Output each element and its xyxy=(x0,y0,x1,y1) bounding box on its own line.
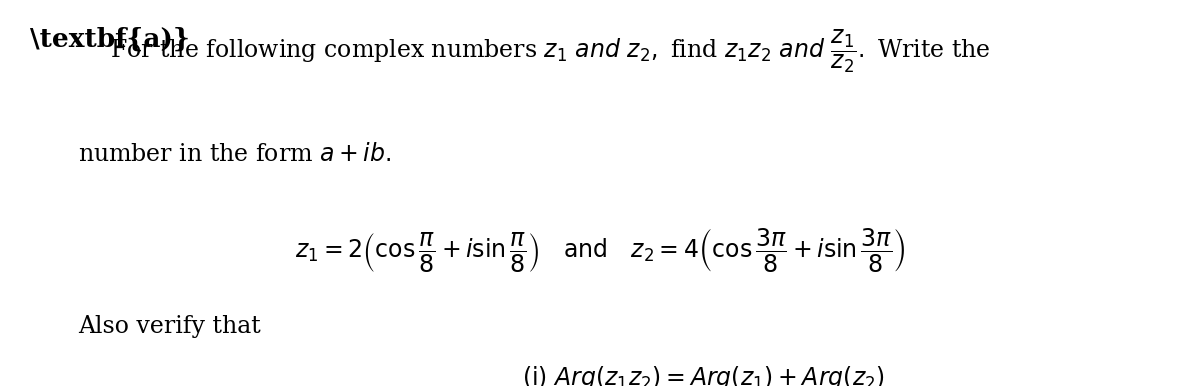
Text: Also verify that: Also verify that xyxy=(78,315,260,338)
Text: $z_1 = 2\left(\cos\dfrac{\pi}{8} + i\sin\dfrac{\pi}{8}\right)\quad\mathrm{and}\q: $z_1 = 2\left(\cos\dfrac{\pi}{8} + i\sin… xyxy=(294,226,906,274)
Text: $(\mathrm{i})$ $\mathit{Arg}(z_1z_2) = \mathit{Arg}(z_1) + \mathit{Arg}(z_2)$: $(\mathrm{i})$ $\mathit{Arg}(z_1z_2) = \… xyxy=(522,364,884,386)
Text: number in the form $a + ib.$: number in the form $a + ib.$ xyxy=(78,143,391,166)
Text: \textbf{a)}: \textbf{a)} xyxy=(30,27,190,52)
Text: For the following complex numbers $z_1$ $\mathit{and}$ $z_2,$ find $z_1z_2$ $\ma: For the following complex numbers $z_1$ … xyxy=(110,27,991,75)
